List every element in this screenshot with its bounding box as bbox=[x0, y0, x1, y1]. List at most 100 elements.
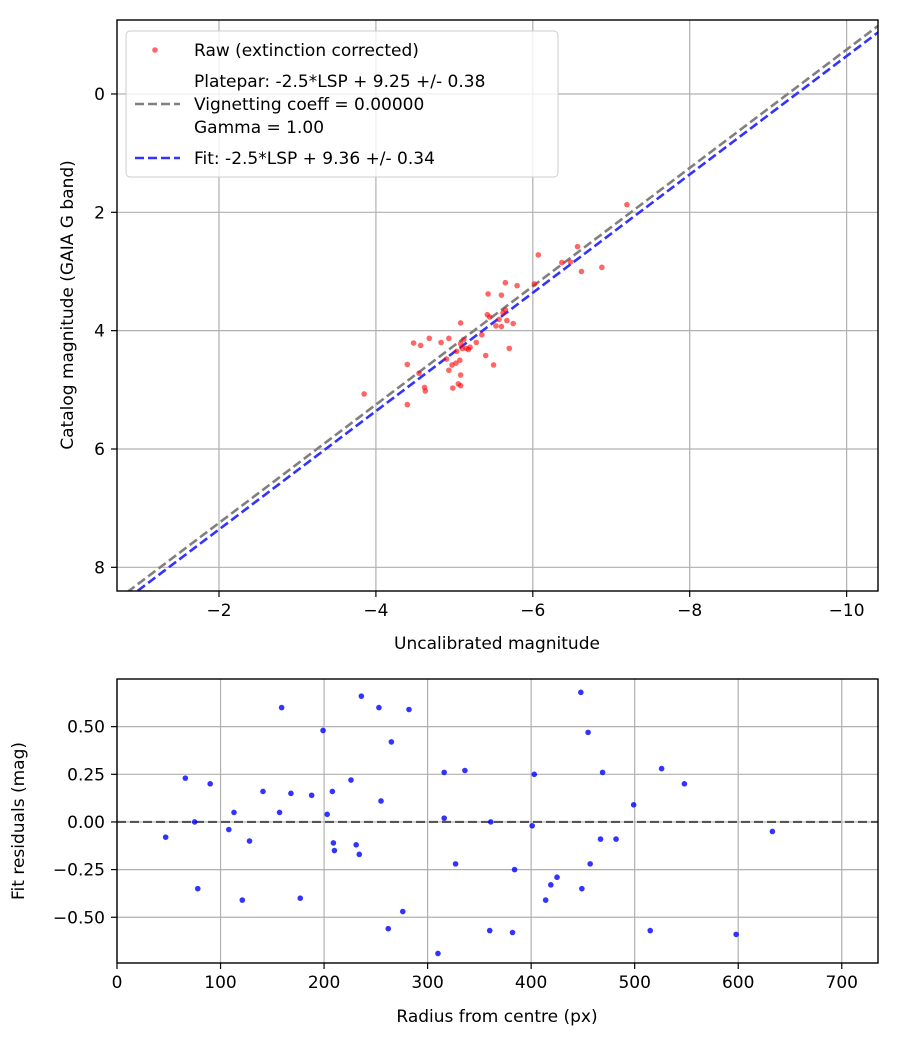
residual-point bbox=[329, 788, 336, 795]
residual-point bbox=[320, 727, 326, 734]
residual-point bbox=[441, 815, 447, 821]
raw-data-point bbox=[504, 317, 510, 324]
y-tick-label: 0.50 bbox=[67, 718, 105, 738]
residual-point bbox=[162, 834, 169, 841]
residual-point bbox=[399, 908, 406, 915]
residual-point bbox=[452, 861, 459, 867]
legend-fit-label: Fit: -2.5*LSP + 9.36 +/- 0.34 bbox=[194, 149, 435, 169]
residual-point bbox=[613, 836, 619, 842]
residual-point bbox=[511, 866, 518, 873]
platepar-line bbox=[126, 24, 878, 591]
raw-data-point bbox=[453, 348, 460, 355]
residual-point bbox=[297, 895, 304, 901]
residual-point bbox=[658, 765, 665, 772]
raw-data-point bbox=[404, 401, 411, 408]
bottom-ticks: 0 100 200 300 400 500 600 700 0.50 0.25 0.00 −0.25 −… bbox=[53, 718, 858, 993]
raw-data-point bbox=[457, 382, 464, 389]
raw-data-point bbox=[473, 339, 480, 346]
raw-data-point bbox=[446, 335, 452, 342]
residual-point bbox=[246, 838, 253, 844]
legend-platepar-label: Platepar: -2.5*LSP + 9.25 +/- 0.38 bbox=[194, 72, 485, 92]
residual-point bbox=[406, 706, 412, 713]
raw-data-point bbox=[443, 356, 450, 362]
residual-point bbox=[191, 819, 198, 825]
x-tick-label: −4 bbox=[363, 601, 388, 621]
raw-data-point bbox=[496, 316, 502, 323]
y-tick-label: 0.25 bbox=[67, 765, 105, 785]
residual-point bbox=[585, 729, 591, 736]
top-ticks: −2 −4 −6 −8 −10 0 2 4 6 8 bbox=[94, 85, 864, 621]
x-tick-label: 200 bbox=[308, 973, 340, 993]
raw-data-point bbox=[422, 388, 429, 394]
raw-data-point bbox=[578, 268, 585, 275]
y-tick-label: 4 bbox=[94, 322, 105, 342]
residual-point bbox=[358, 693, 365, 699]
top-scatter-points bbox=[361, 201, 630, 408]
raw-data-point bbox=[498, 292, 505, 298]
raw-data-point bbox=[479, 331, 485, 338]
raw-data-point bbox=[404, 361, 411, 368]
raw-data-point bbox=[457, 320, 464, 326]
residual-point bbox=[487, 819, 494, 825]
x-tick-label: −8 bbox=[677, 601, 702, 621]
y-tick-label: 8 bbox=[94, 558, 105, 578]
legend-gamma-label: Gamma = 1.00 bbox=[194, 118, 324, 138]
bottom-plot-frame bbox=[116, 678, 879, 964]
bottom-y-axis-label: Fit residuals (mag) bbox=[9, 742, 29, 900]
residual-point bbox=[548, 882, 554, 888]
raw-data-point bbox=[531, 281, 538, 287]
residual-point bbox=[353, 842, 359, 848]
top-plot-frame bbox=[116, 19, 879, 592]
residual-point bbox=[388, 739, 395, 745]
raw-data-point bbox=[510, 320, 516, 327]
raw-data-point bbox=[446, 367, 452, 374]
top-y-axis-label: Catalog magnitude (GAIA G band) bbox=[58, 160, 78, 450]
raw-data-point bbox=[482, 352, 489, 359]
x-tick-label: 700 bbox=[826, 973, 858, 993]
raw-data-point bbox=[493, 323, 499, 329]
raw-data-point bbox=[485, 291, 491, 297]
x-tick-label: 100 bbox=[204, 973, 236, 993]
raw-data-point bbox=[559, 259, 565, 266]
residual-point bbox=[769, 828, 776, 835]
raw-data-point bbox=[416, 370, 422, 377]
residuals-plot: 0 100 200 300 400 500 600 700 0.50 0.25 0.00 −0.25 −… bbox=[9, 678, 879, 1027]
residual-point bbox=[647, 927, 654, 934]
residual-point bbox=[681, 781, 688, 787]
residual-point bbox=[231, 809, 237, 816]
residual-point bbox=[239, 897, 246, 903]
residual-point bbox=[356, 851, 363, 858]
raw-data-point bbox=[361, 391, 367, 397]
raw-data-point bbox=[490, 362, 497, 368]
residual-point bbox=[348, 777, 354, 783]
legend-raw-marker bbox=[152, 47, 158, 53]
residual-point bbox=[733, 931, 739, 938]
x-tick-label: −2 bbox=[206, 601, 231, 621]
x-tick-label: 300 bbox=[411, 973, 443, 993]
raw-data-point bbox=[438, 339, 444, 346]
residual-point bbox=[226, 826, 232, 833]
residual-point bbox=[597, 836, 604, 842]
residual-point bbox=[260, 788, 266, 795]
x-tick-label: 400 bbox=[515, 973, 547, 993]
raw-data-point bbox=[453, 360, 459, 366]
residual-point bbox=[630, 801, 637, 808]
raw-data-point bbox=[535, 252, 542, 258]
residual-point bbox=[182, 775, 189, 781]
residual-point bbox=[385, 925, 392, 932]
top-x-axis-label: Uncalibrated magnitude bbox=[394, 634, 600, 654]
legend-box bbox=[125, 30, 559, 178]
raw-data-point bbox=[426, 335, 433, 342]
residual-point bbox=[378, 798, 384, 804]
raw-data-point bbox=[502, 307, 509, 313]
bottom-scatter-points bbox=[162, 689, 776, 957]
raw-data-point bbox=[410, 340, 417, 346]
residual-point bbox=[376, 704, 382, 711]
bottom-x-axis-label: Radius from centre (px) bbox=[396, 1007, 597, 1027]
y-tick-label: 6 bbox=[94, 440, 105, 460]
raw-data-point bbox=[486, 314, 493, 320]
raw-data-point bbox=[457, 357, 463, 364]
residual-point bbox=[331, 847, 338, 854]
